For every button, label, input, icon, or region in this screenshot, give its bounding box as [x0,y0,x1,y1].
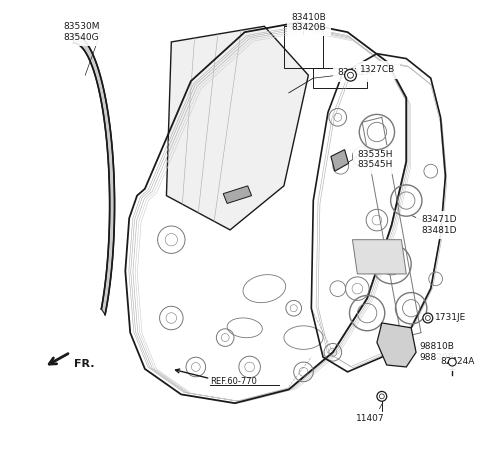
Circle shape [423,313,433,323]
Circle shape [345,69,356,81]
Text: 1327CB: 1327CB [360,65,396,74]
Polygon shape [167,26,308,230]
Text: 98810B
98820B: 98810B 98820B [419,342,454,362]
Circle shape [377,391,387,401]
Polygon shape [73,34,115,315]
Text: 82424A: 82424A [441,357,475,366]
Text: 83410B
83420B: 83410B 83420B [292,13,326,32]
Text: 83530M
83540G: 83530M 83540G [64,23,100,42]
Text: 1731JE: 1731JE [435,313,466,322]
Polygon shape [223,186,252,203]
Polygon shape [377,323,416,367]
Text: 83412A: 83412A [338,69,372,78]
Text: REF.60-770: REF.60-770 [211,377,257,386]
Text: FR.: FR. [74,359,95,369]
Text: 11407: 11407 [356,414,384,423]
Polygon shape [331,150,348,171]
Circle shape [448,358,456,366]
Polygon shape [352,239,406,274]
Text: 83471D
83481D: 83471D 83481D [421,215,456,235]
Text: 83535H
83545H: 83535H 83545H [357,150,393,169]
